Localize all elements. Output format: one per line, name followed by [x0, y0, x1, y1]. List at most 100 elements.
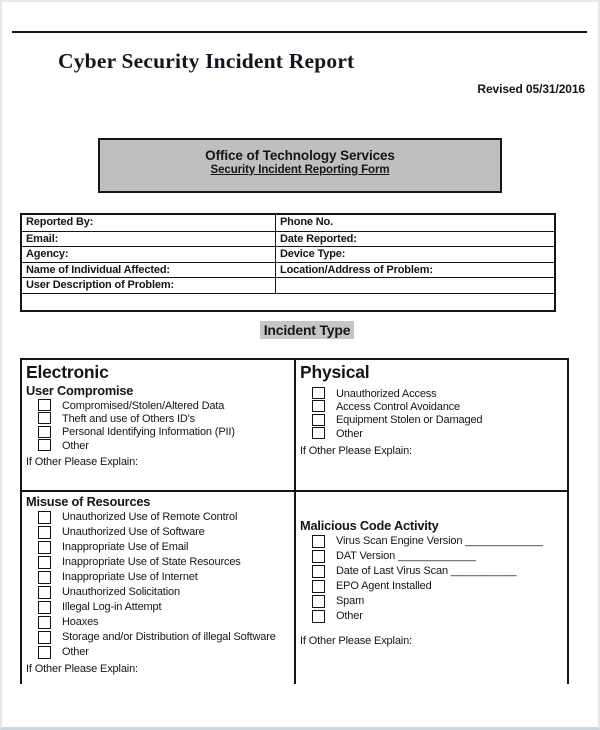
table-row: Name of Individual Affected: Location/Ad… — [22, 261, 554, 278]
field-label: Date Reported: — [280, 232, 357, 245]
checkbox-label: Hoaxes — [62, 615, 99, 628]
checkbox-label: Compromised/Stolen/Altered Data — [62, 399, 225, 412]
device-type-field[interactable]: Device Type: — [276, 247, 554, 262]
checkbox[interactable] — [38, 645, 51, 659]
user-description-field[interactable]: User Description of Problem: — [22, 278, 276, 293]
checkbox[interactable] — [312, 579, 325, 593]
checkbox-label: Unauthorized Use of Remote Control — [62, 510, 238, 523]
checkbox-item: Unauthorized Solicitation — [38, 585, 290, 600]
checkbox[interactable] — [312, 400, 325, 413]
user-description-value-area[interactable] — [276, 278, 554, 293]
checkbox-label: Spam — [336, 594, 365, 607]
checkbox-label: Illegal Log-in Attempt — [62, 600, 162, 613]
checkbox-label: Virus Scan Engine Version _____________ — [336, 534, 543, 547]
phone-no-field[interactable]: Phone No. — [276, 215, 554, 231]
checkbox[interactable] — [38, 570, 51, 584]
checkbox-item: EPO Agent Installed — [312, 579, 563, 594]
checkbox-label: Unauthorized Access — [336, 387, 437, 400]
checkbox-item: Virus Scan Engine Version _____________ — [312, 534, 563, 549]
agency-field[interactable]: Agency: — [22, 247, 276, 262]
org-subtitle-link[interactable]: Security Incident Reporting Form — [210, 164, 390, 176]
reported-by-field[interactable]: Reported By: — [22, 215, 276, 231]
electronic-heading: Electronic — [26, 362, 109, 382]
checkbox[interactable] — [38, 615, 51, 629]
checkbox[interactable] — [312, 549, 325, 563]
checkbox-label: Inappropriate Use of Internet — [62, 570, 198, 583]
checkbox[interactable] — [38, 525, 51, 539]
org-header-box: Office of Technology Services Security I… — [98, 138, 502, 193]
location-address-field[interactable]: Location/Address of Problem: — [276, 263, 554, 278]
table-row: Reported By: Phone No. — [22, 215, 554, 231]
checkbox[interactable] — [38, 439, 51, 452]
checkbox-label: Access Control Avoidance — [336, 400, 460, 413]
checkbox-item: Access Control Avoidance — [312, 400, 563, 413]
checkbox[interactable] — [312, 427, 325, 440]
checkbox[interactable] — [38, 585, 51, 599]
field-label: Name of Individual Affected: — [26, 263, 170, 276]
checkbox-label: Theft and use of Others ID's — [62, 412, 196, 425]
checkbox-item: Theft and use of Others ID's — [38, 412, 290, 425]
checkbox-item: Unauthorized Use of Software — [38, 525, 290, 540]
field-label: Email: — [26, 232, 59, 245]
checkbox[interactable] — [312, 564, 325, 578]
table-row: Email: Date Reported: — [22, 230, 554, 247]
misuse-section: Misuse of Resources Unauthorized Use of … — [22, 490, 296, 684]
description-continuation-area[interactable] — [22, 292, 554, 311]
checkbox-label: Other — [62, 439, 89, 452]
checkbox-label: Date of Last Virus Scan ___________ — [336, 564, 517, 577]
checkbox-item: Other — [38, 645, 290, 660]
checkbox[interactable] — [312, 594, 325, 608]
checkbox-item: Unauthorized Access — [312, 387, 563, 400]
checkbox-label: Storage and/or Distribution of illegal S… — [62, 630, 276, 643]
checkbox-item: Equipment Stolen or Damaged — [312, 413, 563, 427]
checkbox[interactable] — [312, 534, 325, 548]
electronic-section: Electronic User Compromise Compromised/S… — [22, 360, 296, 490]
org-title: Office of Technology Services — [205, 148, 395, 163]
malicious-section: Malicious Code Activity Virus Scan Engin… — [296, 490, 567, 684]
malicious-checkbox-list: Virus Scan Engine Version _____________ D… — [312, 534, 563, 624]
checkbox-label: Equipment Stolen or Damaged — [336, 414, 483, 427]
checkbox-item: Personal Identifying Information (PII) — [38, 425, 290, 439]
checkbox-label: Inappropriate Use of State Resources — [62, 555, 241, 568]
checkbox-label: Inappropriate Use of Email — [62, 540, 189, 553]
table-row: Agency: Device Type: — [22, 246, 554, 262]
checkbox[interactable] — [38, 540, 51, 554]
checkbox[interactable] — [312, 413, 325, 426]
checkbox-label: Unauthorized Use of Software — [62, 525, 205, 538]
user-compromise-heading: User Compromise — [26, 383, 134, 398]
checkbox[interactable] — [38, 510, 51, 524]
checkbox-item: Other — [312, 427, 563, 440]
checkbox[interactable] — [38, 600, 51, 614]
checkbox[interactable] — [312, 387, 325, 399]
checkbox-label: Unauthorized Solicitation — [62, 585, 180, 598]
checkbox-item: Compromised/Stolen/Altered Data — [38, 399, 290, 412]
checkbox[interactable] — [312, 609, 325, 623]
checkbox[interactable] — [38, 630, 51, 644]
malicious-explain-label: If Other Please Explain: — [300, 635, 412, 647]
field-label: Reported By: — [26, 216, 94, 228]
checkbox-item: Unauthorized Use of Remote Control — [38, 510, 290, 525]
individual-affected-field[interactable]: Name of Individual Affected: — [22, 262, 276, 278]
checkbox-label: Other — [336, 609, 363, 622]
incident-type-table: Electronic User Compromise Compromised/S… — [20, 358, 569, 684]
checkbox[interactable] — [38, 412, 51, 425]
contact-table: Reported By: Phone No. Email: Date Repor… — [20, 213, 556, 313]
checkbox-label: Other — [336, 427, 363, 440]
checkbox[interactable] — [38, 555, 51, 569]
date-reported-field[interactable]: Date Reported: — [276, 232, 554, 247]
misuse-checkbox-list: Unauthorized Use of Remote Control Unauth… — [38, 510, 290, 660]
checkbox[interactable] — [38, 425, 51, 438]
electronic-explain-label: If Other Please Explain: — [26, 455, 138, 468]
physical-checkbox-list: Unauthorized Access Access Control Avoida… — [312, 387, 563, 441]
header-divider — [12, 31, 587, 33]
checkbox[interactable] — [38, 399, 51, 411]
checkbox-item: Date of Last Virus Scan ___________ — [312, 564, 563, 579]
checkbox-label: DAT Version _____________ — [336, 549, 476, 562]
field-label: User Description of Problem: — [26, 279, 174, 292]
physical-section: Physical Unauthorized Access Access Contr… — [296, 360, 567, 490]
physical-explain-label: If Other Please Explain: — [300, 444, 412, 457]
malicious-heading: Malicious Code Activity — [300, 518, 439, 533]
email-field[interactable]: Email: — [22, 231, 276, 247]
checkbox-label: Personal Identifying Information (PII) — [62, 426, 235, 439]
